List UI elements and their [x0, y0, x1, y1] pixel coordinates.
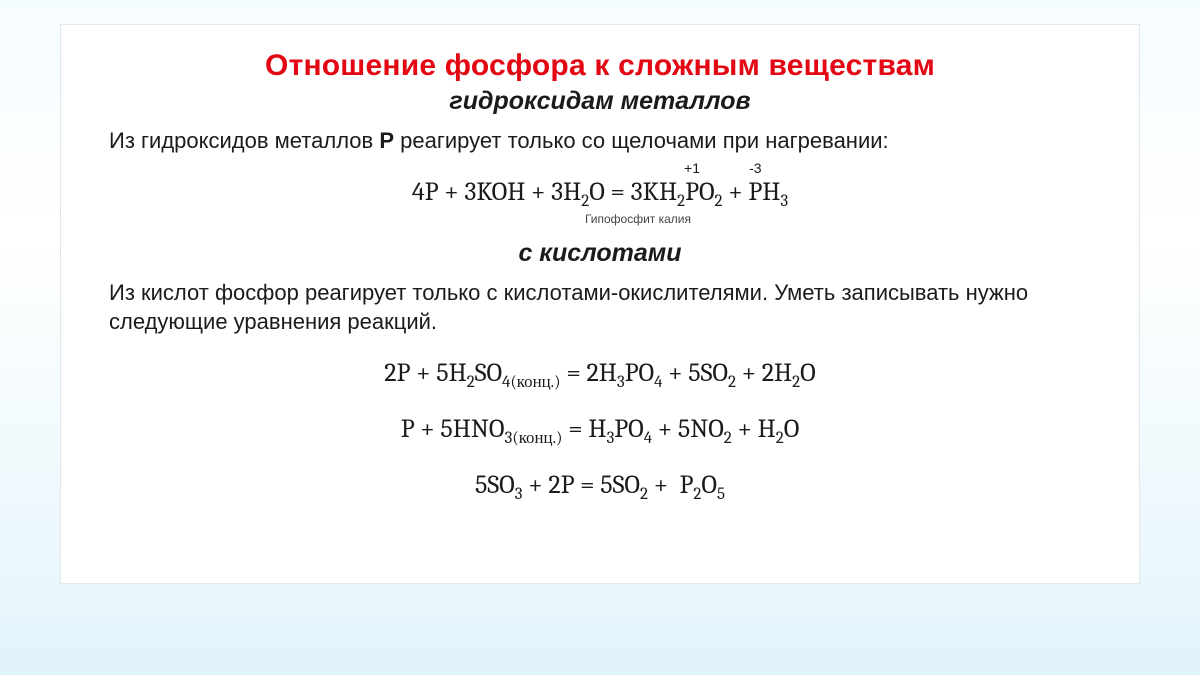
subtitle-acids: с кислотами [109, 239, 1091, 268]
equation-so3: 5SO3 + 2P = 5SO2 + P2O5 [109, 467, 1091, 505]
equation-hno3: P + 5HNO3(конц.) = H3PO4 + 5NO2 + H2O [109, 411, 1091, 449]
intro-hydroxides: Из гидроксидов металлов P реагирует толь… [109, 126, 1091, 156]
equation-koh: 4P + 3KOH + 3H2O = 3KH2+1PO2 + -3PH3 Гип… [109, 174, 1091, 229]
equation-h2so4: 2P + 5H2SO4(конц.) = 2H3PO4 + 5SO2 + 2H2… [109, 355, 1091, 393]
slide-title: Отношение фосфора к сложным веществам [109, 49, 1091, 83]
note-hypophosphite: Гипофосфит калия [147, 211, 1129, 228]
slide-card: Отношение фосфора к сложным веществам ги… [60, 24, 1140, 584]
intro-acids: Из кислот фосфор реагирует только с кисл… [109, 278, 1091, 337]
subtitle-hydroxides: гидроксидам металлов [109, 87, 1091, 116]
